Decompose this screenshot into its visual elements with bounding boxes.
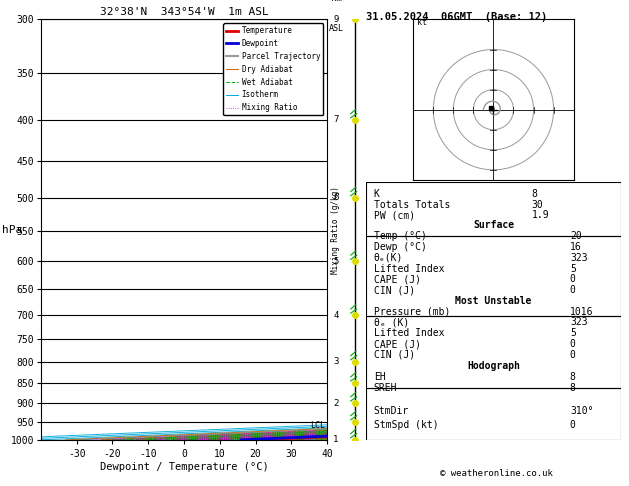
Text: 7: 7 [333, 115, 338, 124]
Text: 323: 323 [570, 253, 587, 263]
Text: 3: 3 [333, 357, 338, 366]
Text: K: K [374, 189, 379, 199]
Text: LCL: LCL [310, 421, 325, 430]
Text: 323: 323 [570, 317, 587, 328]
Text: PW (cm): PW (cm) [374, 210, 415, 221]
Text: Dewp (°C): Dewp (°C) [374, 242, 426, 252]
Text: kt: kt [417, 18, 427, 27]
Text: 5: 5 [333, 257, 338, 266]
Text: Mixing Ratio (g/kg): Mixing Ratio (g/kg) [331, 186, 340, 274]
Text: 31.05.2024  06GMT  (Base: 12): 31.05.2024 06GMT (Base: 12) [366, 12, 547, 22]
Text: Most Unstable: Most Unstable [455, 296, 532, 306]
Text: CIN (J): CIN (J) [374, 350, 415, 360]
Text: 2: 2 [333, 399, 338, 408]
Text: 310°: 310° [570, 406, 593, 416]
Text: SREH: SREH [374, 383, 398, 393]
Text: Temp (°C): Temp (°C) [374, 231, 426, 241]
Text: EH: EH [374, 372, 386, 382]
Text: θₑ(K): θₑ(K) [374, 253, 403, 263]
Legend: Temperature, Dewpoint, Parcel Trajectory, Dry Adiabat, Wet Adiabat, Isotherm, Mi: Temperature, Dewpoint, Parcel Trajectory… [223, 23, 323, 115]
Text: 30: 30 [532, 200, 543, 209]
Text: Lifted Index: Lifted Index [374, 328, 444, 338]
Text: km: km [330, 0, 342, 2]
Text: 4: 4 [333, 311, 338, 320]
Text: 0: 0 [570, 275, 576, 284]
Text: 16: 16 [570, 242, 582, 252]
Text: θₑ (K): θₑ (K) [374, 317, 409, 328]
Text: Lifted Index: Lifted Index [374, 263, 444, 274]
Text: 9: 9 [333, 15, 338, 24]
Text: StmDir: StmDir [374, 406, 409, 416]
Title: 32°38'N  343°54'W  1m ASL: 32°38'N 343°54'W 1m ASL [99, 7, 269, 17]
Text: 1.9: 1.9 [532, 210, 549, 221]
Text: 6: 6 [333, 193, 338, 202]
Text: StmSpd (kt): StmSpd (kt) [374, 420, 438, 430]
Text: © weatheronline.co.uk: © weatheronline.co.uk [440, 469, 554, 478]
Text: 8: 8 [532, 189, 538, 199]
Text: 8: 8 [570, 372, 576, 382]
Text: Hodograph: Hodograph [467, 362, 520, 371]
Text: 0: 0 [570, 285, 576, 295]
Text: Pressure (mb): Pressure (mb) [374, 307, 450, 316]
Text: 5: 5 [570, 263, 576, 274]
Text: 0: 0 [570, 339, 576, 349]
Text: CAPE (J): CAPE (J) [374, 339, 421, 349]
Text: ASL: ASL [328, 24, 343, 33]
Text: CIN (J): CIN (J) [374, 285, 415, 295]
Text: 5: 5 [570, 328, 576, 338]
X-axis label: Dewpoint / Temperature (°C): Dewpoint / Temperature (°C) [99, 462, 269, 471]
Text: 0: 0 [570, 420, 576, 430]
Text: hPa: hPa [2, 225, 23, 235]
Text: 0: 0 [570, 350, 576, 360]
Text: Surface: Surface [473, 220, 514, 230]
Text: CAPE (J): CAPE (J) [374, 275, 421, 284]
Text: 1016: 1016 [570, 307, 593, 316]
Text: Totals Totals: Totals Totals [374, 200, 450, 209]
Text: 20: 20 [570, 231, 582, 241]
Text: 8: 8 [570, 383, 576, 393]
Text: 1: 1 [333, 435, 338, 444]
